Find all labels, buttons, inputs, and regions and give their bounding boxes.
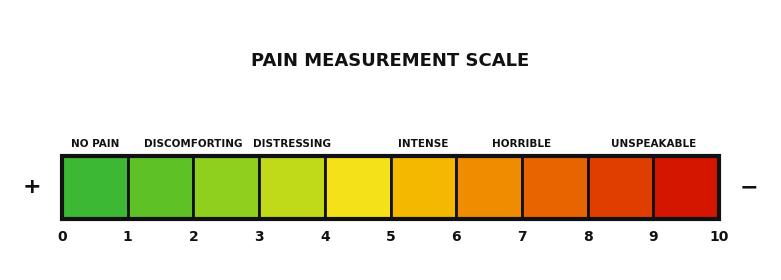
Text: −: − xyxy=(740,177,758,197)
Text: DISTRESSING: DISTRESSING xyxy=(253,139,331,149)
Text: 6: 6 xyxy=(451,230,461,244)
Text: +: + xyxy=(23,177,41,197)
Bar xyxy=(390,156,456,219)
Text: 8: 8 xyxy=(583,230,593,244)
Bar xyxy=(62,156,127,219)
Text: 0: 0 xyxy=(57,230,66,244)
Bar xyxy=(654,156,719,219)
Bar xyxy=(456,156,522,219)
Text: 1: 1 xyxy=(123,230,133,244)
Text: 2: 2 xyxy=(188,230,198,244)
Text: DISCOMFORTING: DISCOMFORTING xyxy=(144,139,243,149)
Bar xyxy=(325,156,390,219)
Text: 4: 4 xyxy=(320,230,330,244)
Bar xyxy=(127,156,194,219)
Text: HORRIBLE: HORRIBLE xyxy=(492,139,551,149)
Text: PAIN MEASUREMENT SCALE: PAIN MEASUREMENT SCALE xyxy=(251,52,530,70)
Text: 7: 7 xyxy=(517,230,526,244)
Text: INTENSE: INTENSE xyxy=(398,139,448,149)
Bar xyxy=(259,156,325,219)
Bar xyxy=(194,156,259,219)
Text: 10: 10 xyxy=(709,230,729,244)
Text: 5: 5 xyxy=(386,230,395,244)
Text: 3: 3 xyxy=(255,230,264,244)
Bar xyxy=(587,156,654,219)
Bar xyxy=(62,156,719,219)
Text: UNSPEAKABLE: UNSPEAKABLE xyxy=(611,139,696,149)
Text: 9: 9 xyxy=(648,230,658,244)
Text: NO PAIN: NO PAIN xyxy=(70,139,119,149)
Bar xyxy=(522,156,587,219)
